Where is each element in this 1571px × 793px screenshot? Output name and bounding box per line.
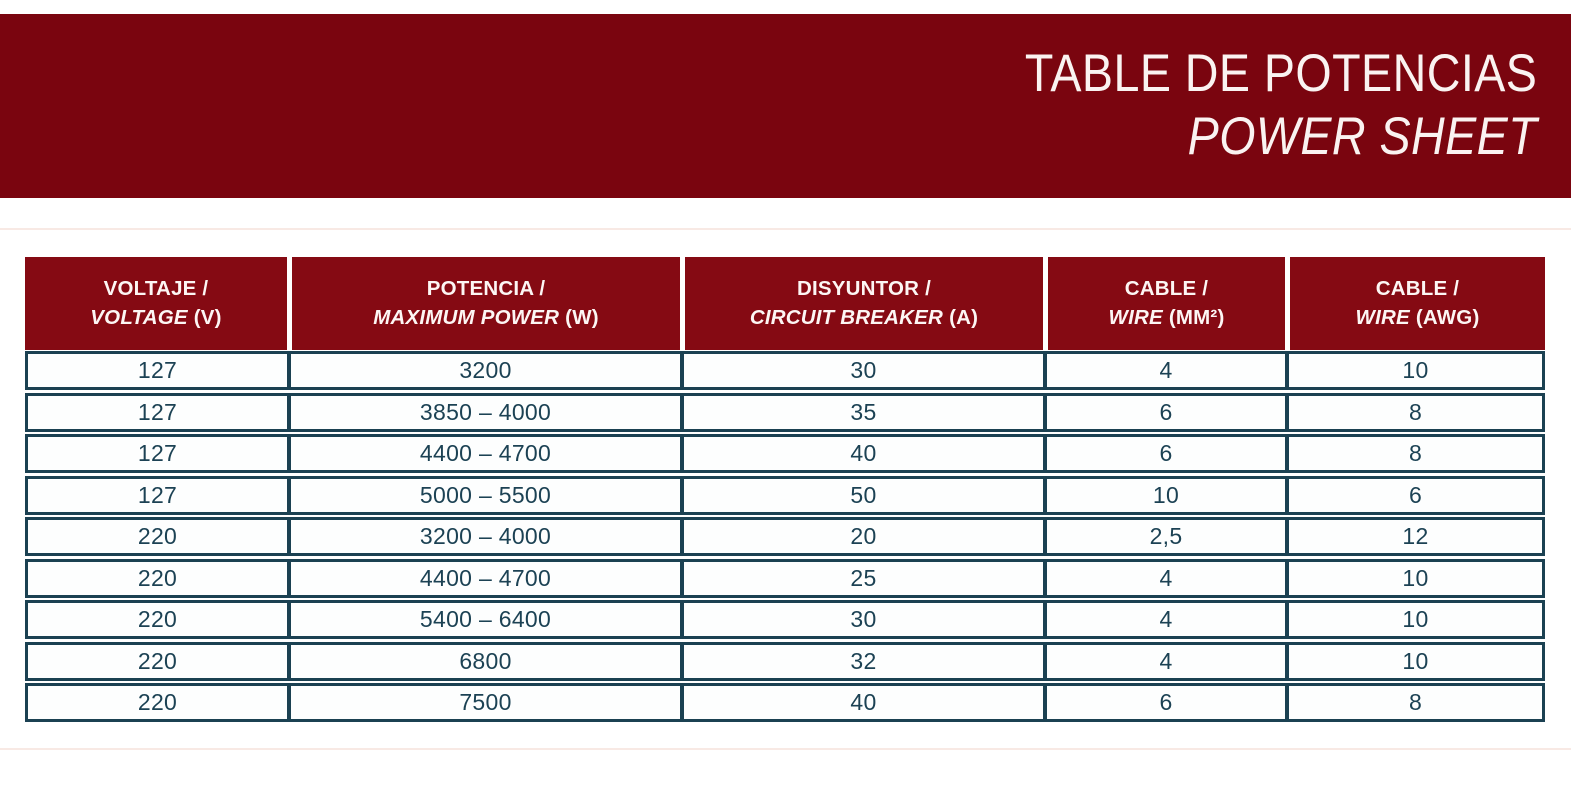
table-cell: 6: [1043, 437, 1285, 470]
table-row: 220 6800 32 4 10: [25, 641, 1545, 681]
table-cell: 10: [1285, 354, 1542, 387]
table-cell: 10: [1285, 603, 1542, 636]
table-cell: 10: [1043, 478, 1285, 512]
table-row: 127 4400 – 4700 40 6 8: [25, 434, 1545, 473]
table-cell: 12: [1285, 520, 1542, 553]
table-cell: 6: [1043, 686, 1285, 719]
column-header-en-line: CIRCUIT BREAKER (A): [750, 304, 978, 332]
column-header-en: WIRE: [1355, 305, 1410, 329]
column-header-unit: (W): [565, 305, 599, 329]
column-header-en: MAXIMUM POWER: [373, 305, 560, 329]
table-cell: 4: [1043, 603, 1285, 636]
column-header-en: WIRE: [1108, 305, 1163, 329]
table-cell: 4: [1043, 561, 1285, 595]
power-sheet-page: TABLE DE POTENCIAS POWER SHEET VOLTAJE /…: [0, 14, 1571, 793]
page-subtitle: POWER SHEET: [1187, 107, 1537, 166]
column-header-es: CABLE /: [1124, 277, 1209, 301]
table-cell: 3850 – 4000: [287, 395, 680, 429]
column-header-en: CIRCUIT BREAKER: [749, 305, 944, 329]
table-cell: 50: [680, 478, 1043, 512]
column-header-es: VOLTAJE /: [103, 277, 209, 301]
column-header-unit: (V): [193, 305, 222, 329]
column-header-4: CABLE / WIRE (AWG): [1285, 257, 1545, 350]
table-cell: 10: [1285, 561, 1542, 595]
table-cell: 3200: [287, 354, 680, 387]
table-cell: 40: [680, 686, 1043, 719]
table-cell: 6800: [287, 644, 680, 678]
table-cell: 5000 – 5500: [287, 478, 680, 512]
table-cell: 127: [137, 398, 178, 425]
table-header-row: VOLTAJE / VOLTAGE (V) POTENCIA / MAXIMUM POW…: [25, 257, 1545, 350]
table-cell: 127: [137, 481, 178, 508]
table-cell: 30: [680, 603, 1043, 636]
table-row: 220 5400 – 6400 30 4 10: [25, 600, 1545, 639]
column-header-en-line: WIRE (MM²): [1109, 304, 1225, 332]
column-header-3: CABLE / WIRE (MM²): [1043, 257, 1285, 350]
table-cell: 8: [1285, 395, 1542, 429]
table-cell: 35: [680, 395, 1043, 429]
table-cell: 25: [680, 561, 1043, 595]
table-row: 220 7500 40 6 8: [25, 683, 1545, 722]
table-cell: 10: [1285, 644, 1542, 678]
column-header-es: CABLE /: [1375, 277, 1460, 301]
table-row: 127 3200 30 4 10: [25, 351, 1545, 390]
table-cell: 220: [137, 647, 178, 674]
table-cell: 40: [680, 437, 1043, 470]
page-title: TABLE DE POTENCIAS: [1024, 44, 1537, 104]
table-cell: 127: [137, 440, 178, 466]
column-header-en-line: WIRE (AWG): [1356, 304, 1480, 332]
table-cell: 220: [137, 689, 178, 715]
table-row: 127 5000 – 5500 50 10 6: [25, 475, 1545, 515]
table-cell: 8: [1285, 437, 1542, 470]
table-cell: 20: [680, 520, 1043, 553]
column-header-2: DISYUNTOR / CIRCUIT BREAKER (A): [680, 257, 1043, 350]
column-header-1: POTENCIA / MAXIMUM POWER (W): [287, 257, 680, 350]
banner: TABLE DE POTENCIAS POWER SHEET: [0, 14, 1571, 198]
table-cell: 30: [680, 354, 1043, 387]
table-cell: 4: [1043, 354, 1285, 387]
table-cell: 127: [137, 357, 178, 383]
column-header-es: DISYUNTOR /: [797, 277, 931, 301]
column-header-en: VOLTAGE: [90, 305, 188, 329]
column-header-es: POTENCIA /: [426, 277, 546, 301]
table-cell: 4: [1043, 644, 1285, 678]
table-cell: 5400 – 6400: [287, 603, 680, 636]
table-cell: 220: [137, 523, 178, 549]
table-row: 220 4400 – 4700 25 4 10: [25, 558, 1545, 598]
column-header-unit: (AWG): [1415, 305, 1480, 329]
table-cell: 220: [137, 564, 178, 591]
table-cell: 8: [1285, 686, 1542, 719]
column-header-0: VOLTAJE / VOLTAGE (V): [25, 257, 287, 350]
table-cell: 3200 – 4000: [287, 520, 680, 553]
column-header-unit: (A): [949, 305, 979, 329]
power-table: VOLTAJE / VOLTAGE (V) POTENCIA / MAXIMUM POW…: [25, 257, 1545, 722]
table-cell: 7500: [287, 686, 680, 719]
table-cell: 32: [680, 644, 1043, 678]
column-header-en-line: MAXIMUM POWER (W): [373, 304, 599, 332]
top-divider: [0, 228, 1571, 230]
column-header-en-line: VOLTAGE (V): [90, 304, 221, 332]
table-cell: 6: [1043, 395, 1285, 429]
table-cell: 4400 – 4700: [287, 561, 680, 595]
table-cell: 2,5: [1043, 520, 1285, 553]
table-row: 220 3200 – 4000 20 2,5 12: [25, 517, 1545, 556]
table-row: 127 3850 – 4000 35 6 8: [25, 392, 1545, 432]
table-body: 127 3200 30 4 10 127 3850 – 4000 35 6 8 127 4400 – …: [25, 351, 1545, 722]
table-cell: 6: [1285, 478, 1542, 512]
table-cell: 4400 – 4700: [287, 437, 680, 470]
bottom-divider: [0, 748, 1571, 750]
table-cell: 220: [137, 606, 178, 632]
column-header-unit: (MM²): [1168, 305, 1225, 329]
